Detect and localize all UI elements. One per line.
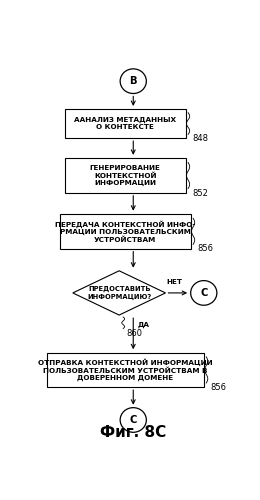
Text: ДА: ДА bbox=[137, 322, 149, 328]
Text: 856: 856 bbox=[210, 383, 226, 392]
Text: ОТПРАВКА КОНТЕКСТНОЙ ИНФОРМАЦИИ
ПОЛЬЗОВАТЕЛЬСКИМ УСТРОЙСТВАМ В
ДОВЕРЕННОМ ДОМЕНЕ: ОТПРАВКА КОНТЕКСТНОЙ ИНФОРМАЦИИ ПОЛЬЗОВА… bbox=[38, 358, 212, 381]
Text: НЕТ: НЕТ bbox=[166, 279, 182, 285]
FancyBboxPatch shape bbox=[47, 352, 204, 387]
Text: Фиг. 8С: Фиг. 8С bbox=[100, 426, 166, 440]
FancyBboxPatch shape bbox=[60, 214, 191, 248]
Text: В: В bbox=[129, 76, 137, 86]
FancyBboxPatch shape bbox=[65, 109, 186, 138]
Text: ААНАЛИЗ МЕТАДАННЫХ
О КОНТЕКСТЕ: ААНАЛИЗ МЕТАДАННЫХ О КОНТЕКСТЕ bbox=[74, 117, 176, 130]
Text: 848: 848 bbox=[192, 134, 208, 143]
Text: 852: 852 bbox=[192, 188, 208, 198]
Text: ПЕРЕДАЧА КОНТЕКСТНОЙ ИНФО-
РМАЦИИ ПОЛЬЗОВАТЕЛЬСКИМ
УСТРОЙСТВАМ: ПЕРЕДАЧА КОНТЕКСТНОЙ ИНФО- РМАЦИИ ПОЛЬЗО… bbox=[55, 220, 195, 242]
FancyBboxPatch shape bbox=[65, 158, 186, 193]
Text: С: С bbox=[200, 288, 207, 298]
Ellipse shape bbox=[120, 69, 146, 94]
Ellipse shape bbox=[120, 408, 146, 432]
Polygon shape bbox=[73, 271, 166, 315]
Text: ПРЕДОСТАВИТЬ
ИНФОРМАЦИЮ?: ПРЕДОСТАВИТЬ ИНФОРМАЦИЮ? bbox=[87, 286, 151, 300]
Text: 860: 860 bbox=[127, 330, 143, 338]
Text: 856: 856 bbox=[197, 244, 213, 254]
Text: ГЕНЕРИРОВАНИЕ
КОНТЕКСТНОЙ
ИНФОРМАЦИИ: ГЕНЕРИРОВАНИЕ КОНТЕКСТНОЙ ИНФОРМАЦИИ bbox=[90, 165, 161, 186]
Text: С: С bbox=[129, 415, 137, 425]
Ellipse shape bbox=[191, 280, 217, 305]
